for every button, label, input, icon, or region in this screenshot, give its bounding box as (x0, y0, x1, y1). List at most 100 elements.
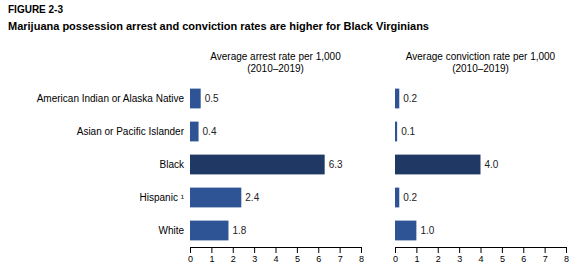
x-tick-mark (276, 247, 277, 253)
x-tick-label: 4 (478, 254, 483, 264)
x-tick-label: 5 (500, 254, 505, 264)
x-tick-mark (566, 247, 567, 253)
x-tick-mark (190, 247, 191, 253)
panel-title-line: (2010–2019) (452, 63, 509, 74)
data-labels: 0.5 0.4 6.3 2.4 1.8 (203, 93, 343, 236)
bar (395, 188, 399, 208)
y-tick-label: White (158, 225, 184, 236)
x-tick-mark (502, 247, 503, 253)
x-tick: 3 (457, 247, 462, 264)
bar (190, 155, 325, 175)
x-tick-mark (545, 247, 546, 253)
x-tick: 1 (209, 247, 214, 264)
bar (395, 122, 397, 142)
panel-title: Average arrest rate per 1,000(2010–2019) (210, 51, 341, 74)
x-tick-label: 0 (188, 254, 193, 264)
x-tick-label: 3 (457, 254, 462, 264)
x-tick-label: 7 (338, 254, 343, 264)
x-tick: 4 (273, 247, 278, 264)
x-tick: 5 (500, 247, 505, 264)
x-tick-mark (438, 247, 439, 253)
data-label: 0.4 (203, 126, 217, 137)
data-label: 0.1 (401, 126, 415, 137)
x-axis-line (396, 248, 567, 254)
x-tick: 7 (338, 247, 343, 264)
x-tick-mark (523, 247, 524, 253)
panel-title-line: Average conviction rate per 1,000 (406, 51, 556, 62)
x-tick: 7 (543, 247, 548, 264)
data-label: 4.0 (485, 159, 499, 170)
x-tick: 6 (316, 247, 321, 264)
y-tick-label: Black (160, 159, 185, 170)
data-label: 0.2 (403, 93, 417, 104)
chart-svg: FIGURE 2-3 Marijuana possession arrest an… (0, 0, 588, 269)
x-tick-mark (297, 247, 298, 253)
y-tick: American Indian or Alaska Native (37, 93, 185, 104)
x-tick-label: 6 (521, 254, 526, 264)
x-tick: 0 (393, 247, 398, 264)
y-tick-label: Asian or Pacific Islander (77, 126, 185, 137)
x-tick: 3 (252, 247, 257, 264)
x-tick-mark (416, 247, 417, 253)
y-tick: Hispanic ¹ (140, 192, 185, 203)
panel: 0.20.14.00.21.0012345678 (393, 89, 569, 265)
panel: 0.5 0.4 6.3 2.4 1.8 0 1 2 3 4 5 6 7 8 American Indian … (37, 89, 364, 265)
y-tick: White (158, 225, 184, 236)
x-tick: 5 (295, 247, 300, 264)
data-label: 0.5 (205, 93, 219, 104)
y-tick: Asian or Pacific Islander (77, 126, 185, 137)
x-tick-mark (211, 247, 212, 253)
x-tick: 0 (188, 247, 193, 264)
x-tick-label: 8 (564, 254, 569, 264)
x-tick: 2 (436, 247, 441, 264)
x-tick-label: 4 (273, 254, 278, 264)
figure-title: FIGURE 2-3 (8, 4, 63, 15)
x-tick-label: 8 (359, 254, 364, 264)
y-tick-label: American Indian or Alaska Native (37, 93, 185, 104)
bar (190, 89, 201, 109)
data-labels: 0.20.14.00.21.0 (401, 93, 499, 236)
data-label: 0.2 (403, 192, 417, 203)
x-tick-label: 2 (231, 254, 236, 264)
x-tick-label: 0 (393, 254, 398, 264)
x-tick-mark (361, 247, 362, 253)
x-axis-line (191, 248, 362, 254)
x-tick: 8 (564, 247, 569, 264)
x-tick: 8 (359, 247, 364, 264)
bars (190, 89, 325, 241)
x-tick-label: 2 (436, 254, 441, 264)
x-tick: 2 (231, 247, 236, 264)
y-axis: American Indian or Alaska Native Asian or… (37, 93, 185, 236)
bar (395, 221, 416, 241)
x-tick-mark (254, 247, 255, 253)
x-tick-mark (459, 247, 460, 253)
x-tick-label: 1 (414, 254, 419, 264)
data-label: 1.8 (232, 225, 246, 236)
bar (190, 188, 241, 208)
chart-container: FIGURE 2-3 Marijuana possession arrest an… (0, 0, 588, 269)
bar (190, 122, 199, 142)
data-label: 2.4 (245, 192, 259, 203)
x-tick-label: 6 (316, 254, 321, 264)
x-tick-mark (318, 247, 319, 253)
x-axis: 0 1 2 3 4 5 6 7 8 (188, 247, 364, 264)
x-tick-label: 3 (252, 254, 257, 264)
x-tick-mark (395, 247, 396, 253)
panel-title: Average conviction rate per 1,000(2010–2… (406, 51, 556, 74)
bar (395, 89, 399, 109)
bar (395, 155, 481, 175)
data-label: 6.3 (329, 159, 343, 170)
x-tick-label: 7 (543, 254, 548, 264)
bars (395, 89, 481, 241)
bar (190, 221, 228, 241)
y-tick: Black (160, 159, 185, 170)
x-tick-mark (233, 247, 234, 253)
y-tick-label: Hispanic ¹ (140, 192, 185, 203)
panel-title-line: Average arrest rate per 1,000 (210, 51, 341, 62)
figure-subtitle: Marijuana possession arrest and convicti… (8, 20, 429, 32)
x-tick-label: 1 (209, 254, 214, 264)
panel-title-line: (2010–2019) (247, 63, 304, 74)
x-tick-mark (481, 247, 482, 253)
x-tick: 6 (521, 247, 526, 264)
x-tick: 1 (414, 247, 419, 264)
